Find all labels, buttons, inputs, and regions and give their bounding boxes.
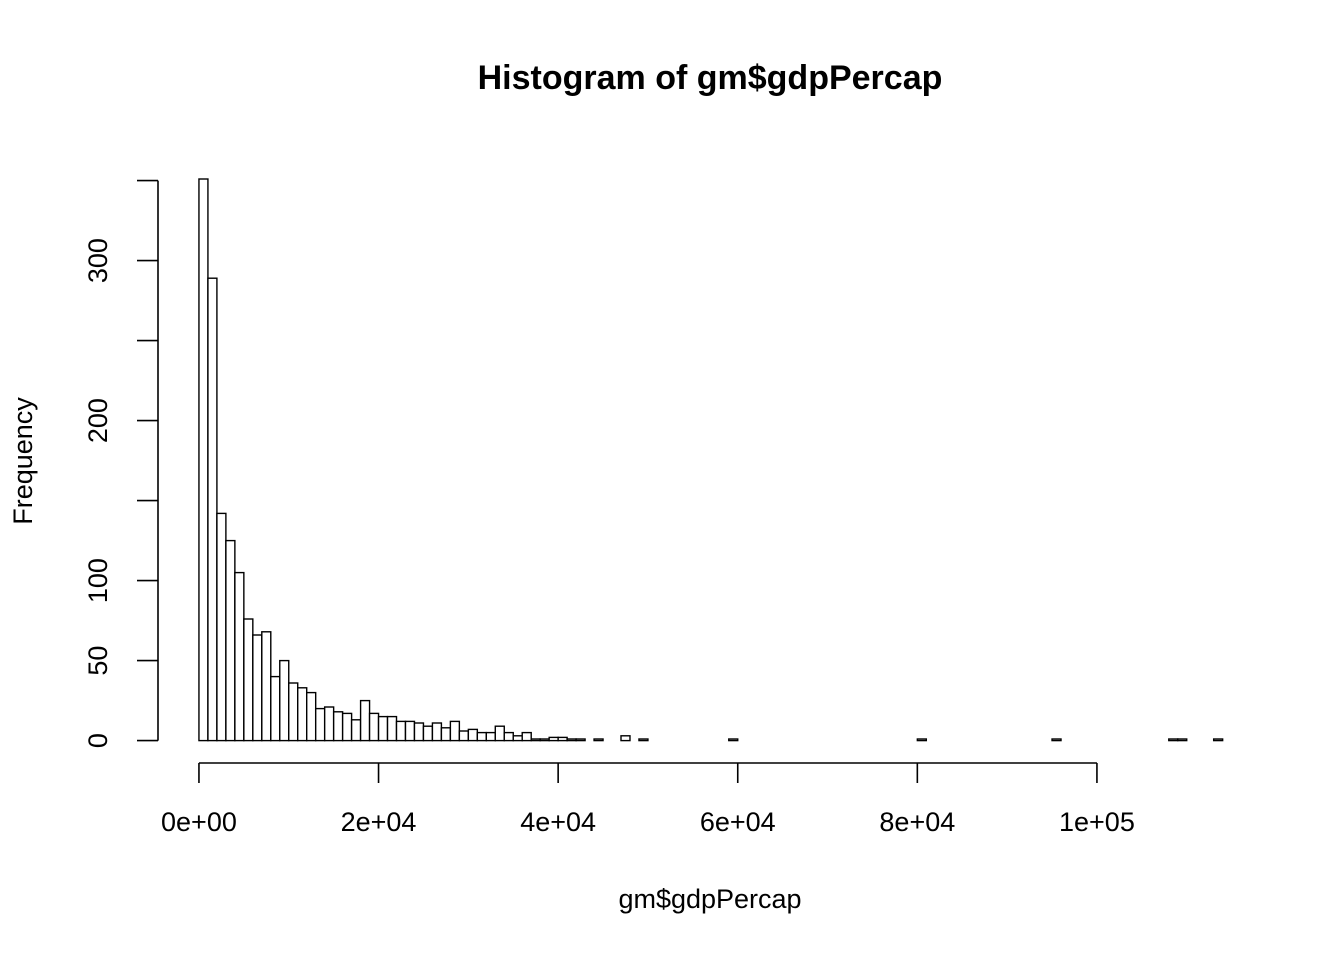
bar [1177, 738, 1188, 742]
bar [332, 711, 344, 742]
bar [620, 735, 631, 742]
bar [341, 712, 353, 742]
x-tick-label: 6e+04 [700, 807, 776, 837]
bar [359, 699, 371, 742]
bar [916, 738, 928, 742]
bar [198, 178, 209, 742]
bar [1168, 738, 1179, 742]
bar [323, 706, 335, 742]
x-tick-label: 0e+00 [161, 807, 237, 837]
bar [1051, 738, 1062, 742]
bar [261, 631, 272, 742]
y-tick-label: 0 [83, 733, 113, 748]
x-axis-label: gm$gdpPercap [618, 884, 801, 914]
bar [431, 722, 443, 742]
bar [449, 720, 461, 742]
y-tick-label: 50 [83, 646, 113, 676]
y-tick-label: 200 [83, 398, 113, 443]
bar [225, 539, 236, 742]
bar [467, 728, 479, 742]
bar [413, 722, 425, 742]
bar [476, 731, 488, 742]
bar [458, 730, 470, 742]
bar [207, 277, 218, 742]
bar [485, 731, 496, 742]
bar [548, 736, 559, 742]
bar [512, 735, 523, 742]
bar [539, 738, 550, 742]
bar [377, 715, 389, 742]
bar [638, 738, 649, 742]
bar [216, 512, 227, 742]
bar [440, 727, 452, 742]
bar [306, 691, 317, 742]
bar [422, 725, 434, 742]
bar [314, 707, 326, 742]
bar [395, 720, 407, 742]
bar [386, 715, 398, 742]
bar [521, 731, 532, 742]
bar [728, 738, 739, 742]
bar [350, 719, 362, 742]
bar [279, 659, 290, 742]
bar [270, 675, 281, 742]
y-tick-label: 100 [83, 558, 113, 603]
bar [530, 738, 541, 742]
bar [368, 712, 380, 742]
bar [297, 687, 308, 742]
bar [566, 738, 577, 742]
bar [575, 738, 586, 742]
bar [234, 571, 245, 742]
y-tick-label: 300 [83, 238, 113, 283]
x-tick-label: 8e+04 [879, 807, 955, 837]
bar [243, 618, 254, 742]
bar [404, 720, 416, 742]
x-tick-label: 1e+05 [1059, 807, 1135, 837]
y-axis-label: Frequency [8, 397, 38, 525]
bar [494, 725, 505, 742]
bar [288, 682, 299, 742]
bar [503, 731, 514, 742]
x-tick-label: 2e+04 [341, 807, 417, 837]
bar [1212, 738, 1224, 742]
bar [593, 738, 604, 742]
bar [252, 634, 263, 742]
chart-title: Histogram of gm$gdpPercap [478, 59, 943, 97]
x-tick-label: 4e+04 [520, 807, 596, 837]
bar [557, 736, 568, 742]
